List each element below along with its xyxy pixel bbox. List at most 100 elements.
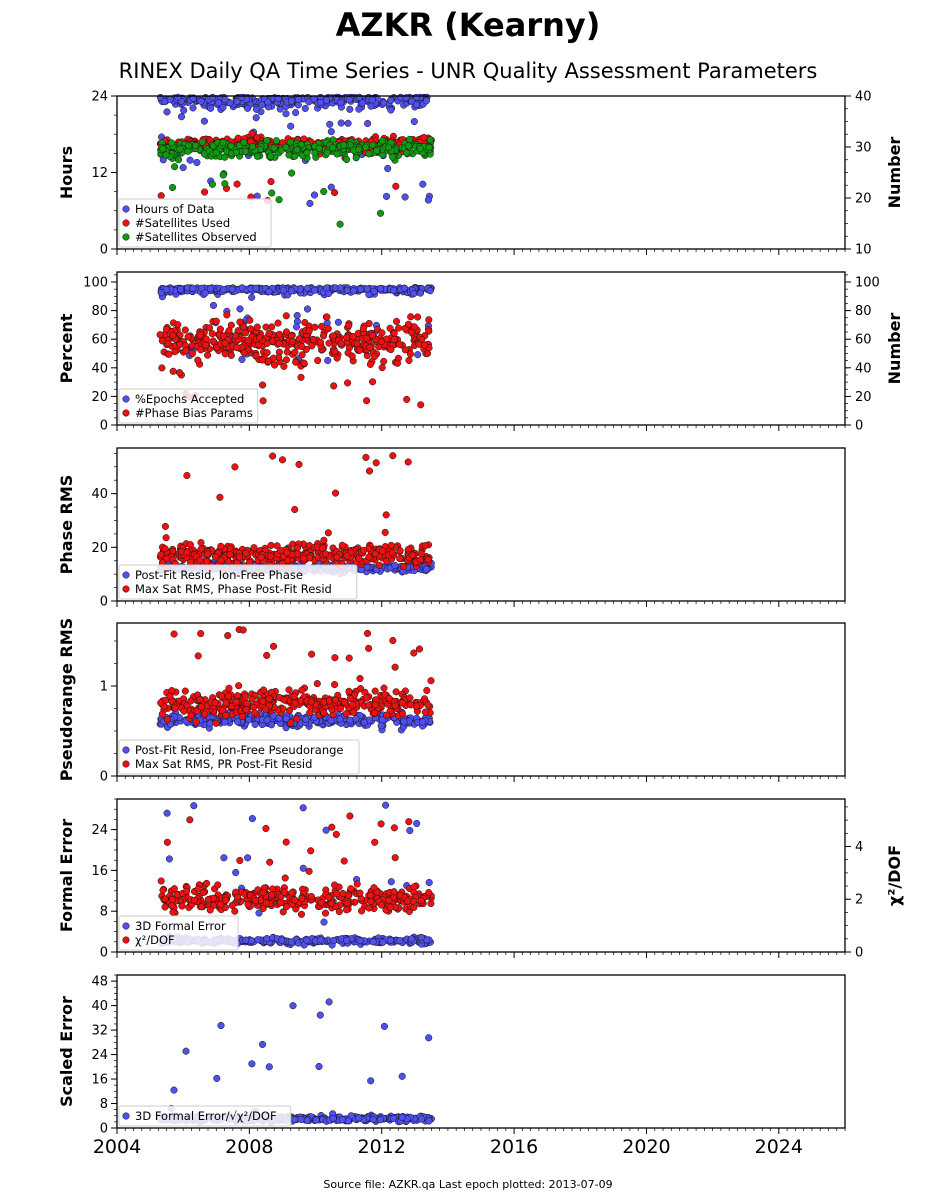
- data-point-red: [387, 541, 395, 549]
- data-point-red: [256, 334, 264, 342]
- data-point-green: [376, 209, 385, 217]
- data-point-red: [345, 654, 353, 662]
- data-point-blue: [209, 93, 217, 101]
- data-point-red: [247, 325, 255, 333]
- y-axis-label: Percent: [57, 313, 76, 383]
- data-point-red: [404, 320, 413, 328]
- data-point-red: [298, 895, 306, 903]
- data-point-blue: [215, 99, 223, 107]
- data-point-blue: [349, 287, 358, 295]
- data-point-blue: [370, 287, 378, 295]
- data-point-red: [424, 701, 432, 709]
- data-point-green: [403, 149, 411, 157]
- data-point-blue: [232, 868, 240, 877]
- data-point-blue: [390, 1114, 398, 1122]
- data-point-red: [259, 686, 268, 694]
- data-point-red: [321, 909, 330, 917]
- data-point-red: [396, 555, 404, 563]
- data-point-red: [309, 335, 317, 344]
- data-point-blue: [287, 938, 296, 946]
- data-point-red: [369, 332, 377, 340]
- legend-marker: [122, 936, 130, 944]
- data-point-red: [319, 544, 327, 552]
- y2-axis-label: Number: [885, 137, 904, 209]
- data-point-red: [311, 323, 319, 331]
- data-point-red: [330, 382, 338, 390]
- data-point-red: [252, 351, 260, 360]
- data-point-red: [161, 522, 169, 530]
- data-point-red: [278, 456, 287, 464]
- y2-tick-label: 2: [855, 893, 863, 908]
- legend-label: #Satellites Used: [135, 216, 230, 230]
- y-tick-label: 0: [100, 243, 108, 258]
- data-point-red: [204, 351, 212, 359]
- data-point-blue: [162, 286, 170, 294]
- legend-marker: [122, 760, 130, 768]
- data-point-red: [236, 318, 244, 326]
- data-point-red: [298, 686, 306, 694]
- data-point-red: [392, 317, 401, 325]
- data-point-red: [282, 356, 290, 364]
- y-tick-label: 8: [100, 905, 108, 920]
- data-point-red: [405, 818, 413, 826]
- data-point-blue: [237, 93, 245, 101]
- data-point-green: [355, 145, 363, 153]
- data-point-red: [196, 695, 204, 704]
- data-point-red: [369, 378, 377, 386]
- legend-label: Post-Fit Resid, Ion-Free Pseudorange: [135, 743, 343, 757]
- data-point-red: [322, 550, 330, 558]
- data-point-red: [244, 337, 252, 345]
- data-point-red: [262, 824, 270, 833]
- data-point-blue: [264, 98, 272, 106]
- data-point-red: [331, 189, 339, 197]
- data-point-red: [325, 339, 333, 347]
- data-point-blue: [337, 98, 345, 107]
- data-point-red: [271, 361, 279, 369]
- data-point-green: [405, 142, 413, 150]
- data-point-red: [262, 705, 270, 713]
- data-point-red: [331, 696, 339, 704]
- data-point-red: [343, 552, 351, 560]
- legend-marker: [122, 219, 130, 227]
- data-point-red: [305, 867, 313, 875]
- data-point-red: [328, 823, 336, 831]
- legend-box: [118, 198, 272, 248]
- data-point-red: [190, 896, 198, 904]
- data-point-red: [280, 888, 289, 896]
- data-point-blue: [288, 287, 296, 295]
- data-point-blue: [413, 819, 421, 828]
- data-point-red: [156, 331, 164, 339]
- data-point-blue: [363, 285, 371, 293]
- data-point-red: [168, 687, 176, 695]
- y2-tick-label: 80: [855, 304, 872, 319]
- data-point-blue: [248, 815, 256, 823]
- data-point-red: [242, 549, 250, 557]
- data-point-red: [208, 330, 216, 338]
- data-point-blue: [315, 1062, 323, 1071]
- data-point-red: [380, 684, 388, 692]
- data-point-red: [365, 644, 373, 652]
- data-point-blue: [387, 96, 395, 104]
- y-tick-label: 24: [91, 90, 108, 105]
- data-point-blue: [251, 720, 259, 728]
- data-point-blue: [369, 938, 377, 946]
- data-point-red: [365, 553, 373, 561]
- data-point-red: [406, 350, 414, 358]
- data-point-red: [371, 352, 379, 360]
- data-point-blue: [299, 864, 307, 872]
- data-point-red: [307, 892, 315, 901]
- data-point-blue: [425, 1117, 433, 1125]
- data-point-red: [246, 316, 254, 324]
- data-point-red: [363, 334, 371, 343]
- y-tick-label: 0: [100, 946, 108, 961]
- points-panel-2: [156, 284, 435, 409]
- data-point-blue: [244, 854, 252, 862]
- data-point-green: [232, 148, 240, 156]
- data-point-red: [371, 701, 379, 709]
- data-point-red: [320, 709, 328, 717]
- data-point-blue: [391, 561, 399, 569]
- legend-label: χ²/DOF: [135, 933, 175, 947]
- data-point-blue: [368, 96, 376, 104]
